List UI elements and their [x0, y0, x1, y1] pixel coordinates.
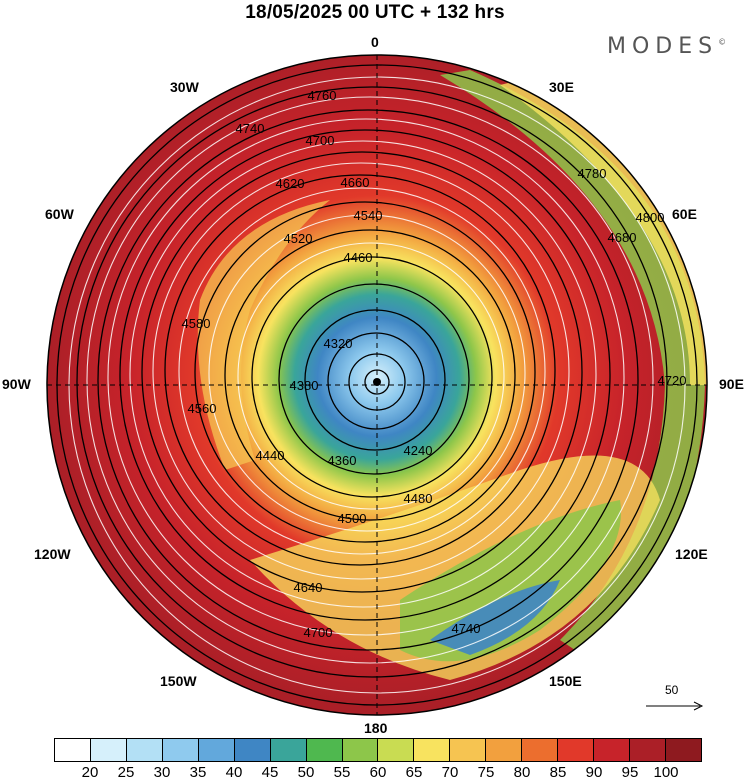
lon-label-90e: 90E: [719, 376, 744, 392]
colorbar-swatch: [90, 739, 127, 761]
colorbar-swatch: [558, 739, 595, 761]
colorbar-tick-label: 75: [477, 764, 495, 781]
lon-label-180: 180: [364, 720, 388, 736]
lon-label-150w: 150W: [160, 673, 197, 689]
contour-label: 4540: [354, 208, 383, 223]
colorbar-tick-label: 45: [261, 764, 279, 781]
brand-name: MODES: [607, 34, 719, 59]
colorbar-swatch: [414, 739, 451, 761]
colorbar-swatch: [126, 739, 163, 761]
contour-label: 4760: [308, 88, 337, 103]
colorbar-swatch: [378, 739, 415, 761]
colorbar-swatch: [198, 739, 235, 761]
contour-label: 4580: [182, 316, 211, 331]
contour-label: 4700: [304, 625, 333, 640]
lon-label-120e: 120E: [675, 546, 708, 562]
colorbar-tick-label: 30: [153, 764, 171, 781]
lon-label-60w: 60W: [45, 206, 74, 222]
colorbar-tick-label: 55: [333, 764, 351, 781]
colorbar-swatch: [450, 739, 487, 761]
map-title: 18/05/2025 00 UTC + 132 hrs: [245, 2, 505, 23]
reference-vector-arrowhead: [693, 701, 704, 711]
colorbar-swatch: [55, 739, 91, 761]
contour-lines: [56, 64, 698, 706]
colorbar-tick-label: 85: [549, 764, 567, 781]
colorbar-tick-label: 40: [225, 764, 243, 781]
modes-logo: MODES©: [607, 34, 726, 59]
colorbar-tick-label: 95: [621, 764, 639, 781]
colorbar-swatch: [594, 739, 630, 761]
contour-label: 4780: [578, 166, 607, 181]
map-boundary: [46, 54, 708, 716]
contour-label: 4480: [404, 491, 433, 506]
contour-label: 4440: [256, 448, 285, 463]
colorbar-tick-label: 35: [189, 764, 207, 781]
colorbar-swatch: [162, 739, 199, 761]
colorbar-tick-label: 50: [297, 764, 315, 781]
lon-label-30e: 30E: [549, 79, 574, 95]
contour-label: 4520: [284, 231, 313, 246]
colorbar-swatch: [486, 739, 523, 761]
contour-label: 4660: [341, 175, 370, 190]
colorbar-tick-label: 25: [117, 764, 135, 781]
colorbar-swatch: [665, 739, 701, 761]
colorbar-tick-label: 20: [81, 764, 99, 781]
colorbar-swatch: [630, 739, 666, 761]
lon-label-30w: 30W: [170, 79, 199, 95]
lon-label-0: 0: [371, 34, 379, 50]
wind-speed-field: [47, 55, 707, 715]
contour-label: 4500: [338, 511, 367, 526]
colorbar-swatch: [306, 739, 343, 761]
contour-label: 4320: [324, 336, 353, 351]
colorbar-tick-label: 100: [653, 764, 679, 781]
colorbar-tick-label: 60: [369, 764, 387, 781]
colorbar-tick-label: 80: [513, 764, 531, 781]
colorbar-swatch: [522, 739, 559, 761]
colorbar-tick-label: 70: [441, 764, 459, 781]
contour-label: 4620: [276, 176, 305, 191]
contour-label: 4460: [344, 250, 373, 265]
contour-label: 4360: [328, 453, 357, 468]
contour-label: 4640: [294, 580, 323, 595]
colorbar-tick-label: 90: [585, 764, 603, 781]
graticule: [47, 55, 707, 715]
contour-label: 4680: [608, 230, 637, 245]
lon-label-90w: 90W: [2, 376, 31, 392]
contour-label: 4240: [404, 443, 433, 458]
lon-label-120w: 120W: [34, 546, 71, 562]
colorbar: [54, 738, 702, 762]
contour-label: 4740: [236, 121, 265, 136]
lon-label-60e: 60E: [672, 206, 697, 222]
contour-label: 4740: [452, 621, 481, 636]
contour-label: 4700: [306, 133, 335, 148]
colorbar-swatch: [342, 739, 379, 761]
low-center-marker: [373, 378, 381, 386]
reference-vector-label: 50: [665, 683, 679, 697]
brand-mark: ©: [718, 37, 727, 47]
colorbar-swatch: [234, 739, 271, 761]
contour-label: 4720: [658, 373, 687, 388]
colorbar-swatch: [270, 739, 307, 761]
colorbar-tick-label: 65: [405, 764, 423, 781]
lon-label-150e: 150E: [549, 673, 582, 689]
contour-label: 4560: [188, 401, 217, 416]
contour-label: 4380: [290, 378, 319, 393]
contour-label: 4800: [636, 210, 665, 225]
